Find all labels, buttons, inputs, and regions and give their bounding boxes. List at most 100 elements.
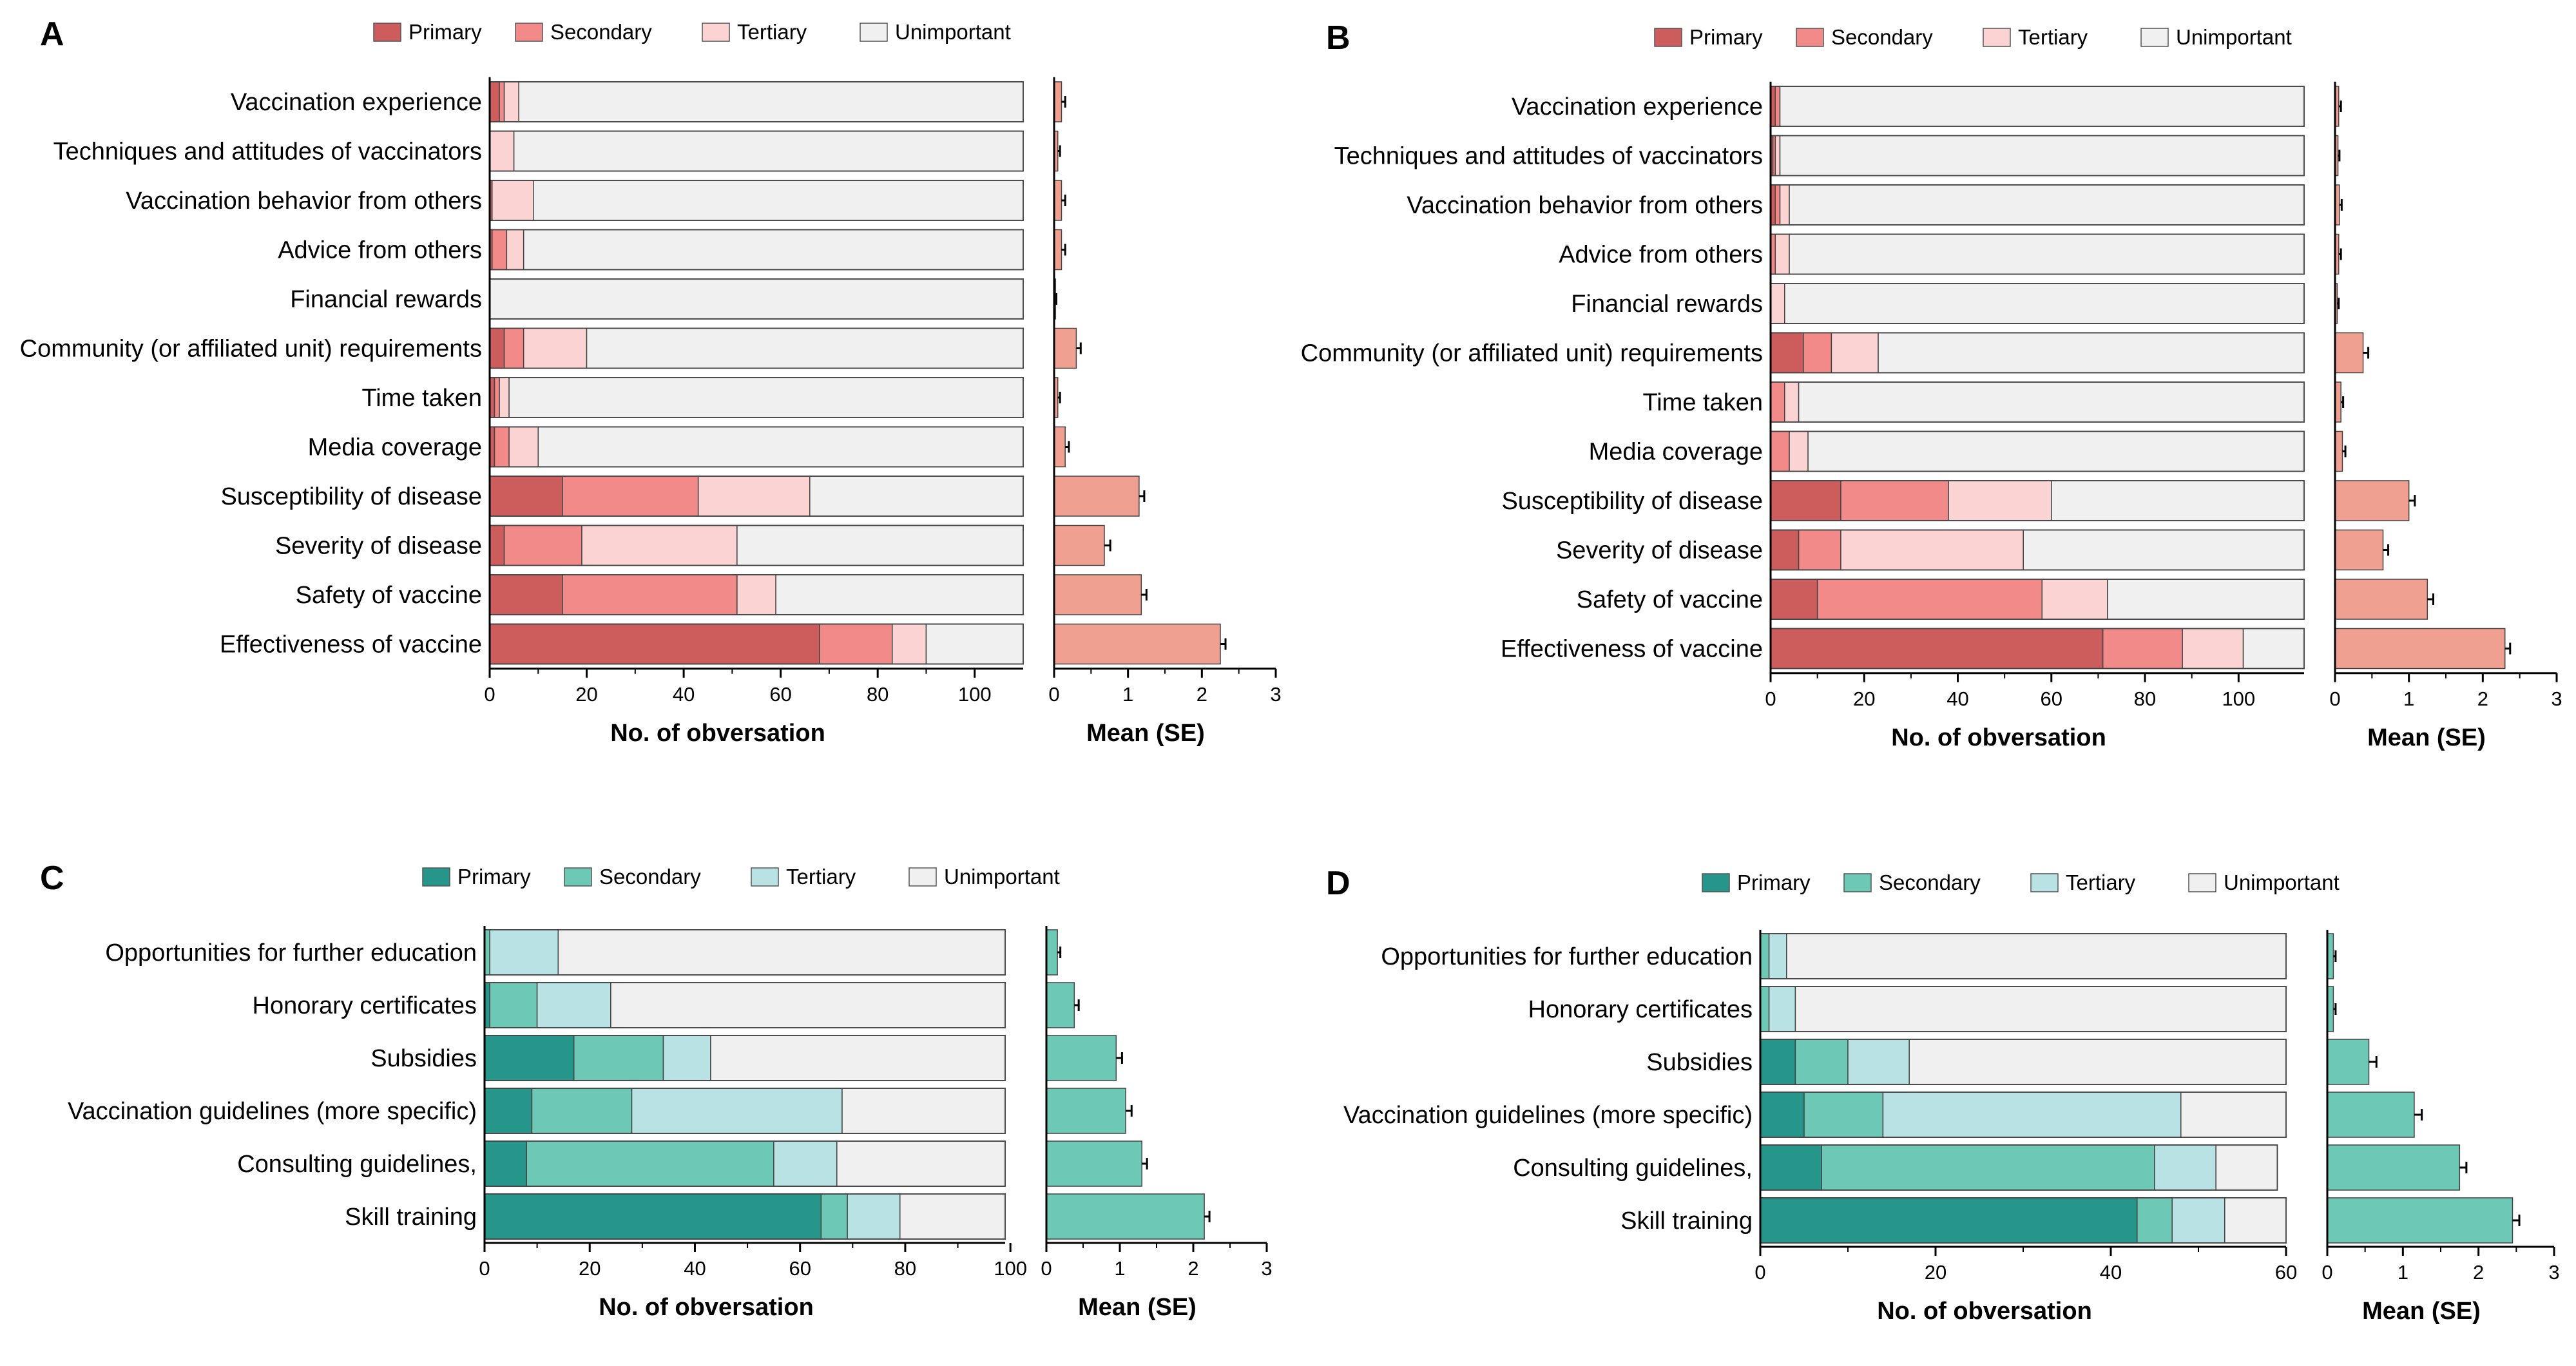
bar-segment-tertiary [2154, 1144, 2216, 1191]
bar-segment-unimportant [557, 929, 1006, 976]
category-label: Severity of disease [1556, 537, 1763, 564]
bar-segment-primary [489, 81, 500, 122]
legend-label-primary: Primary [409, 20, 482, 44]
category-label: Safety of vaccine [296, 582, 482, 609]
x-tick-label: 40 [2100, 1261, 2122, 1284]
x-tick-label: 0 [1754, 1261, 1765, 1284]
category-label: Safety of vaccine [1577, 586, 1763, 613]
panel-d: D Primary Secondary Tertiary Unimportant Oppo… [1326, 865, 2560, 1325]
bar-segment-primary [484, 1193, 822, 1240]
legend-label-secondary: Secondary [599, 865, 701, 889]
mean-x-tick-label: 2 [2473, 1261, 2484, 1284]
bar-segment-tertiary [1840, 529, 2024, 571]
x-tick-label: 100 [958, 683, 992, 706]
mean-x-tick-label: 0 [1041, 1257, 1052, 1280]
category-label: Time taken [1642, 389, 1763, 416]
bar-segment-tertiary [499, 377, 510, 418]
bar-segment-primary [489, 524, 505, 566]
mean-bar [1046, 1035, 1117, 1081]
category-label: Effectiveness of vaccine [220, 631, 482, 659]
mean-bar [2334, 579, 2428, 620]
category-label: Advice from others [278, 237, 482, 264]
mean-x-tick-label: 3 [2551, 688, 2562, 710]
x-tick-label: 0 [479, 1257, 490, 1280]
mean-bar [1053, 574, 1142, 615]
legend-swatch-secondary [515, 23, 543, 42]
category-label: Time taken [361, 385, 482, 412]
bar-segment-unimportant [2224, 1197, 2287, 1244]
mean-axis-label: Mean (SE) [2367, 724, 2486, 751]
mean-bar [2334, 529, 2384, 571]
bar-segment-tertiary [1774, 233, 1790, 275]
bar-segment-unimportant [2242, 628, 2305, 669]
legend-label-primary: Primary [1689, 25, 1763, 49]
bar-segment-tertiary [736, 574, 776, 615]
category-label: Community (or affiliated unit) requireme… [20, 336, 482, 363]
category-label: Vaccination experience [231, 89, 482, 116]
category-label: Opportunities for further education [1381, 943, 1753, 970]
bar-segment-secondary [1774, 184, 1781, 226]
bar-segment-tertiary [1882, 1092, 2182, 1138]
bar-segment-tertiary [581, 524, 738, 566]
legend-swatch-primary [373, 23, 401, 42]
legend-label-tertiary: Tertiary [737, 20, 807, 44]
legend-swatch-tertiary [2030, 873, 2059, 892]
bar-segment-tertiary [1789, 430, 1809, 472]
bar-segment-primary [1760, 1039, 1796, 1085]
mean-bar [1046, 1193, 1205, 1240]
bar-segment-primary [489, 476, 563, 517]
bar-segment-secondary [562, 574, 738, 615]
bar-segment-tertiary [773, 1140, 838, 1187]
bar-segment-primary [1760, 1197, 2138, 1244]
legend-swatch-primary [422, 867, 450, 887]
legend-label-unimportant: Unimportant [2176, 25, 2292, 49]
category-label: Subsidies [1646, 1049, 1753, 1076]
category-label: Honorary certificates [1528, 996, 1753, 1023]
bar-segment-tertiary [489, 130, 515, 172]
bar-segment-tertiary [2171, 1197, 2225, 1244]
bar-segment-secondary [492, 229, 508, 271]
category-label: Opportunities for further education [105, 939, 477, 967]
x-axis-label: No. of obversation [610, 720, 825, 747]
x-tick-label: 60 [2041, 688, 2062, 710]
bar-segment-primary [484, 1088, 533, 1134]
mean-bar [1053, 180, 1062, 221]
category-label: Subsidies [370, 1045, 477, 1072]
bar-segment-unimportant [1779, 86, 2305, 127]
bar-segment-secondary [2102, 628, 2183, 669]
bar-segment-primary [1770, 332, 1804, 374]
legend-label-primary: Primary [457, 865, 531, 889]
bar-segment-secondary [562, 476, 699, 517]
bar-segment-unimportant [1779, 135, 2305, 177]
bar-segment-secondary [499, 81, 505, 122]
bar-segment-tertiary [1831, 332, 1879, 374]
mean-bar [1053, 81, 1062, 122]
mean-x-tick-label: 3 [2548, 1261, 2559, 1284]
bar-segment-unimportant [586, 327, 1024, 369]
category-label: Vaccination guidelines (more specific) [1343, 1102, 1753, 1129]
bar-segment-unimportant [518, 81, 1024, 122]
legend-swatch-unimportant [2188, 873, 2216, 892]
mean-x-tick-label: 1 [1114, 1257, 1125, 1280]
panel-label: A [40, 15, 64, 53]
legend-label-secondary: Secondary [1831, 25, 1933, 49]
bar-segment-secondary [494, 426, 510, 468]
bar-segment-unimportant [489, 278, 1024, 320]
category-label: Consulting guidelines, [1513, 1155, 1753, 1182]
bar-segment-tertiary [506, 229, 524, 271]
bar-segment-secondary [503, 327, 524, 369]
x-axis-label: No. of obversation [599, 1294, 814, 1321]
bar-segment-secondary [1803, 332, 1832, 374]
bar-segment-primary [489, 623, 820, 665]
x-tick-label: 60 [789, 1257, 811, 1280]
mean-x-tick-label: 3 [1261, 1257, 1272, 1280]
category-label: Skill training [1620, 1207, 1753, 1235]
mean-x-tick-label: 1 [1122, 683, 1133, 706]
x-tick-label: 100 [2222, 688, 2255, 710]
x-tick-label: 80 [2134, 688, 2156, 710]
mean-axis-label: Mean (SE) [1086, 720, 1205, 747]
mean-x-tick-label: 0 [2329, 688, 2340, 710]
x-tick-label: 20 [1853, 688, 1875, 710]
x-tick-label: 80 [867, 683, 889, 706]
category-label: Techniques and attitudes of vaccinators [53, 139, 482, 166]
